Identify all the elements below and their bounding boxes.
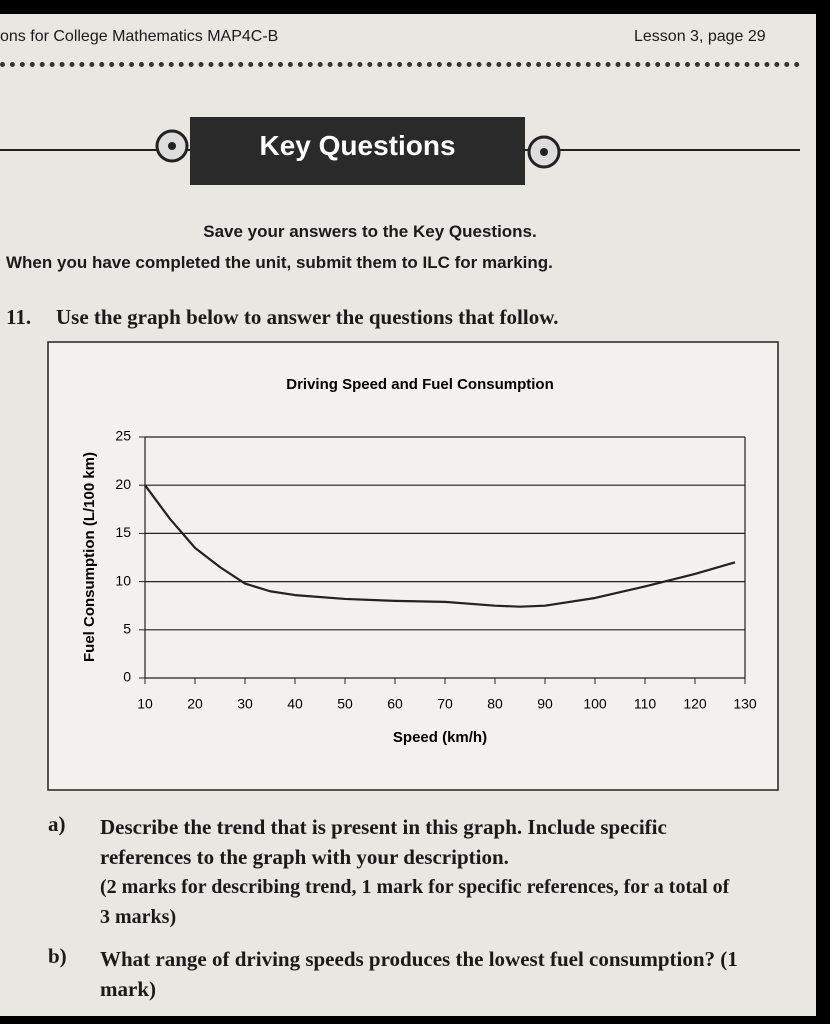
part-text: Describe the trend that is present in th… bbox=[100, 815, 667, 869]
instruction: When you have completed the unit, submit… bbox=[6, 253, 553, 272]
x-tick-label: 30 bbox=[237, 696, 253, 712]
part-label: a) bbox=[48, 812, 66, 836]
question-number: 11. bbox=[6, 305, 32, 329]
x-tick-label: 10 bbox=[137, 696, 153, 712]
data-line bbox=[144, 484, 736, 608]
chart: Driving Speed and Fuel Consumption Speed… bbox=[47, 341, 779, 791]
top-edge bbox=[0, 0, 830, 14]
chart-frame bbox=[47, 341, 779, 791]
page-header: Lesson 3, page 29 bbox=[634, 28, 766, 45]
x-tick-label: 130 bbox=[733, 696, 757, 712]
chart-title: Driving Speed and Fuel Consumption bbox=[286, 376, 554, 393]
part-marks: (2 marks for describing trend, 1 mark fo… bbox=[100, 876, 730, 928]
bottom-edge bbox=[0, 1016, 830, 1024]
banner-art bbox=[0, 117, 800, 185]
x-tick-label: 20 bbox=[187, 696, 203, 712]
x-tick-label: 40 bbox=[287, 696, 303, 712]
part-text: What range of driving speeds produces th… bbox=[100, 947, 738, 1001]
banner-title: Key Questions bbox=[259, 130, 456, 161]
y-axis-label: Fuel Consumption (L/100 km) bbox=[81, 452, 98, 662]
y-tick-label: 0 bbox=[123, 669, 131, 685]
x-tick-label: 50 bbox=[337, 696, 353, 712]
right-edge bbox=[816, 0, 830, 1024]
x-tick-label: 100 bbox=[583, 696, 607, 712]
x-tick-label: 110 bbox=[634, 696, 657, 712]
instruction: Save your answers to the Key Questions. bbox=[203, 222, 537, 241]
x-tick-label: 90 bbox=[537, 696, 553, 712]
y-tick-label: 5 bbox=[123, 621, 131, 637]
y-tick-label: 20 bbox=[115, 476, 131, 492]
part-label: b) bbox=[48, 944, 67, 968]
x-tick-label: 120 bbox=[683, 696, 707, 712]
question-text: Use the graph below to answer the questi… bbox=[56, 305, 559, 329]
y-tick-label: 15 bbox=[115, 524, 131, 540]
dotted-rule bbox=[0, 62, 800, 67]
course-header: ons for College Mathematics MAP4C-B bbox=[0, 28, 279, 45]
x-tick-label: 70 bbox=[437, 696, 453, 712]
x-tick-label: 60 bbox=[387, 696, 403, 712]
x-axis-label: Speed (km/h) bbox=[393, 729, 487, 746]
y-tick-label: 25 bbox=[115, 428, 131, 444]
y-tick-label: 10 bbox=[115, 572, 131, 588]
x-tick-label: 80 bbox=[487, 696, 503, 712]
